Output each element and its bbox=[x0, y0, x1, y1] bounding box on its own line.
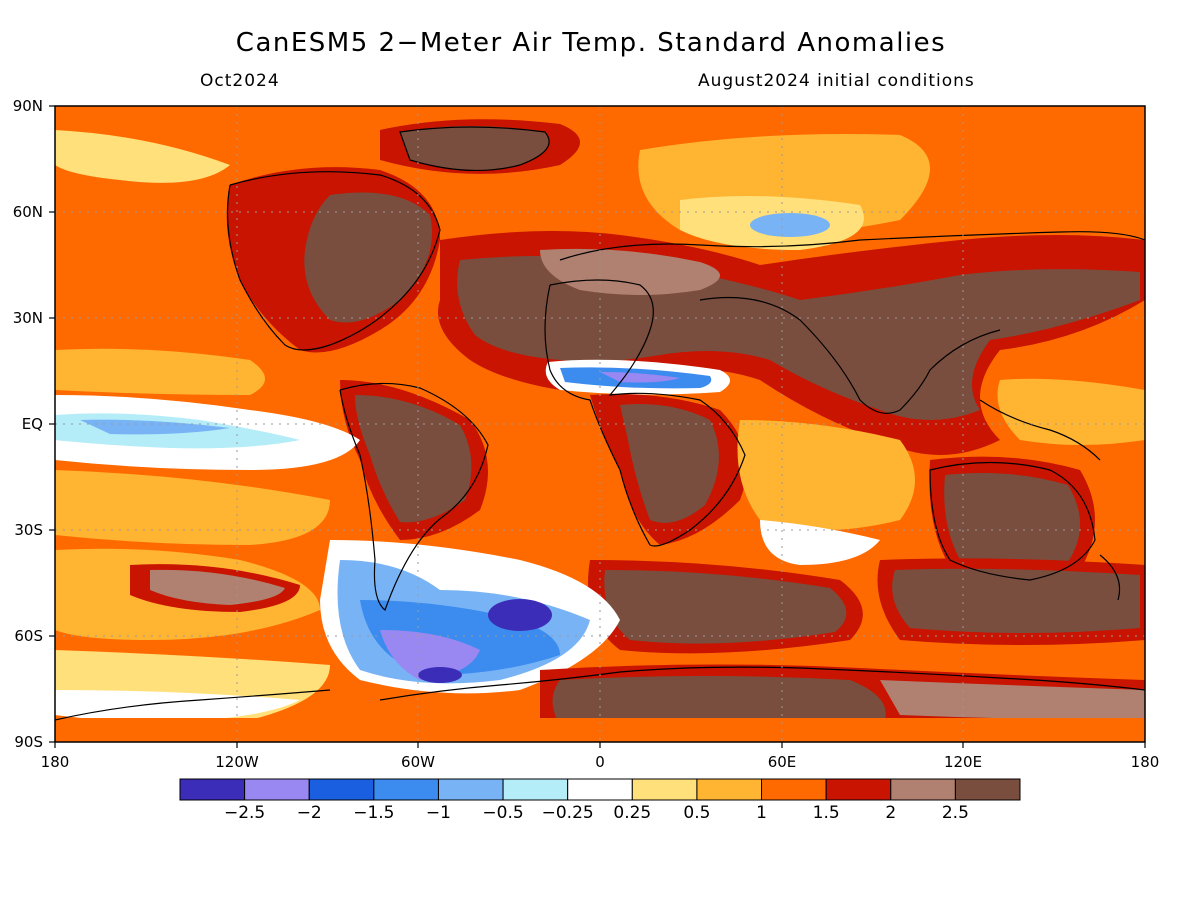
colorbar-label: −2.5 bbox=[224, 803, 265, 823]
lat-label-eq: EQ bbox=[22, 415, 43, 433]
south-america-anomaly bbox=[355, 395, 472, 523]
colorbar-label: −1 bbox=[426, 803, 451, 823]
colorbar-label: 0.5 bbox=[683, 803, 710, 823]
colorbar-label: 0.25 bbox=[613, 803, 651, 823]
colorbar-swatch bbox=[825, 778, 892, 801]
colorbar-swatch bbox=[696, 778, 763, 801]
colorbar-label: −1.5 bbox=[353, 803, 394, 823]
colorbar-label: −0.5 bbox=[482, 803, 523, 823]
gridlines bbox=[55, 106, 1145, 742]
lon-label-60w: 60W bbox=[401, 753, 435, 771]
valid-month-label: Oct2024 bbox=[200, 71, 280, 91]
map-title: CanESM5 2−Meter Air Temp. Standard Anoma… bbox=[235, 28, 947, 58]
colorbar-swatch bbox=[954, 778, 1021, 801]
lon-label-120w: 120W bbox=[215, 753, 259, 771]
colorbar-swatch bbox=[761, 778, 827, 801]
colorbar-label: 2 bbox=[885, 803, 896, 823]
lon-label-180w: 180 bbox=[41, 753, 70, 771]
lat-label-30n: 30N bbox=[13, 309, 43, 327]
coastlines bbox=[55, 126, 1145, 721]
africa-anomaly bbox=[620, 404, 719, 523]
lon-label-180e: 180 bbox=[1131, 753, 1160, 771]
south-atlantic-strong-cool-core bbox=[488, 599, 552, 631]
lat-label-60n: 60N bbox=[13, 203, 43, 221]
colorbar-label: 2.5 bbox=[942, 803, 969, 823]
antarctica-anomaly bbox=[552, 676, 886, 732]
lat-label-30s: 30S bbox=[14, 521, 43, 539]
lat-label-90n: 90N bbox=[13, 97, 43, 115]
colorbar-swatch bbox=[567, 778, 633, 801]
colorbar-swatch bbox=[890, 778, 956, 801]
colorbar-swatch bbox=[179, 778, 246, 801]
australia-anomaly bbox=[944, 472, 1080, 572]
tick-marks bbox=[49, 105, 1146, 748]
colorbar-swatch bbox=[502, 778, 569, 801]
init-conditions-label: August2024 initial conditions bbox=[698, 71, 975, 91]
lat-label-60s: 60S bbox=[14, 627, 43, 645]
colorbar-swatch bbox=[244, 778, 310, 801]
greenland-land-anomaly bbox=[400, 126, 550, 171]
colorbar-swatch bbox=[437, 778, 504, 801]
north-america-anomaly bbox=[304, 192, 432, 323]
colorbar-swatch bbox=[373, 778, 439, 801]
colorbar-swatch bbox=[631, 778, 698, 801]
colorbar-label: 1 bbox=[756, 803, 767, 823]
colorbar-label: −0.25 bbox=[542, 803, 594, 823]
lon-label-60e: 60E bbox=[768, 753, 797, 771]
siberia-cool-patch bbox=[750, 213, 830, 237]
lat-label-90s: 90S bbox=[14, 733, 43, 751]
eurasia-anomaly bbox=[457, 256, 1141, 420]
south-atlantic-indian-anomaly bbox=[604, 570, 847, 644]
colorbar: −2.5 −2 −1.5 −1 −0.5 −0.25 0.25 0.5 1 1.5 2 2.5 bbox=[179, 778, 1021, 823]
lon-label-0: 0 bbox=[595, 753, 605, 771]
colorbar-label: −2 bbox=[297, 803, 322, 823]
colorbar-swatch bbox=[308, 778, 375, 801]
colorbar-label: 1.5 bbox=[813, 803, 840, 823]
lon-label-120e: 120E bbox=[944, 753, 982, 771]
